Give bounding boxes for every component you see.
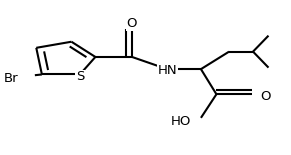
Text: HO: HO: [171, 115, 191, 128]
Text: O: O: [127, 17, 137, 30]
Text: Br: Br: [3, 72, 18, 85]
Text: O: O: [260, 90, 271, 103]
Text: S: S: [76, 70, 84, 83]
Text: HN: HN: [157, 64, 177, 77]
